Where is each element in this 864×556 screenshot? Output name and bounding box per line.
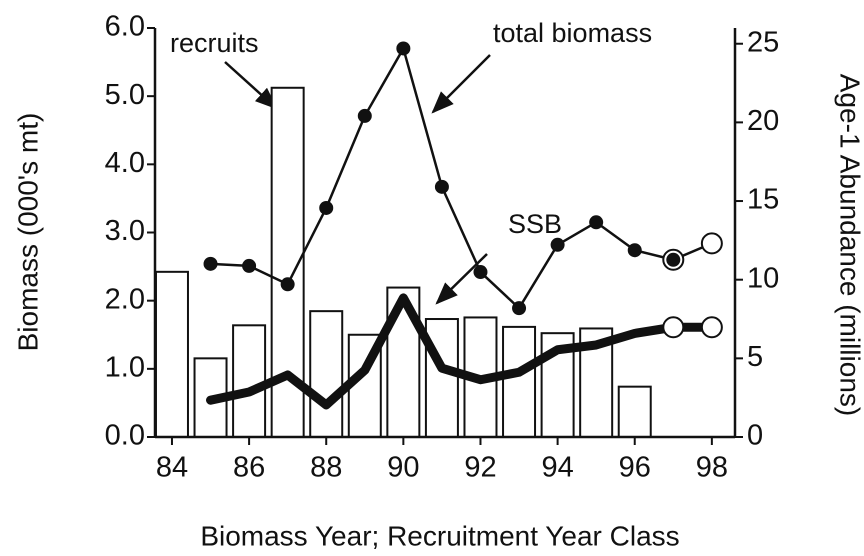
y2-axis-label: Age-1 Abundance (millions) (835, 74, 864, 416)
point (589, 215, 604, 230)
point (627, 243, 642, 258)
bar (154, 270, 189, 439)
x-tick-label: 96 (619, 452, 651, 484)
y-tick-label: 4.0 (105, 147, 145, 179)
annotation: recruits (170, 28, 259, 58)
x-tick-label: 88 (310, 452, 342, 484)
point (396, 41, 411, 56)
x-tick-label: 86 (233, 452, 265, 484)
bar (617, 385, 652, 438)
annotation: SSB (508, 209, 562, 239)
point (242, 258, 257, 273)
y-tick-label: 0.0 (105, 420, 145, 452)
point (662, 316, 685, 339)
ssb-line (206, 293, 717, 410)
x-tick-label: 90 (387, 452, 419, 484)
annotation: total biomass (493, 18, 652, 48)
point (512, 301, 527, 316)
point (550, 237, 565, 252)
x-axis-label: Biomass Year; Recruitment Year Class (200, 520, 679, 551)
point (700, 316, 723, 339)
line (209, 47, 714, 310)
bar (232, 324, 267, 438)
bar (424, 318, 459, 438)
point (434, 179, 449, 194)
x-tick-label: 84 (156, 452, 188, 484)
point (203, 256, 218, 271)
bar (502, 325, 537, 438)
bar (309, 310, 344, 438)
point (319, 200, 334, 215)
x-tick-label: 94 (541, 452, 573, 484)
annotation-arrow (224, 61, 278, 110)
y2-tick-label: 10 (747, 262, 779, 294)
y-tick-label: 3.0 (105, 215, 145, 247)
y-tick-label: 5.0 (105, 79, 145, 111)
y-axis-label: Biomass (000's mt) (12, 113, 43, 352)
y2-tick-label: 5 (747, 341, 763, 373)
y-tick-label: 6.0 (105, 11, 145, 43)
point (280, 277, 295, 292)
y-tick-label: 2.0 (105, 283, 145, 315)
y-tick-label: 1.0 (105, 351, 145, 383)
point (700, 232, 723, 255)
y2-tick-label: 0 (747, 420, 763, 452)
y2-tick-label: 15 (747, 184, 779, 216)
y2-tick-label: 25 (747, 26, 779, 58)
y2-tick-label: 20 (747, 105, 779, 137)
point (357, 108, 372, 123)
point (473, 265, 488, 280)
annotation-arrow (431, 54, 491, 114)
annotation-arrow (435, 253, 488, 305)
x-tick-label: 92 (464, 452, 496, 484)
point-core (666, 252, 681, 267)
x-tick-label: 98 (696, 452, 728, 484)
